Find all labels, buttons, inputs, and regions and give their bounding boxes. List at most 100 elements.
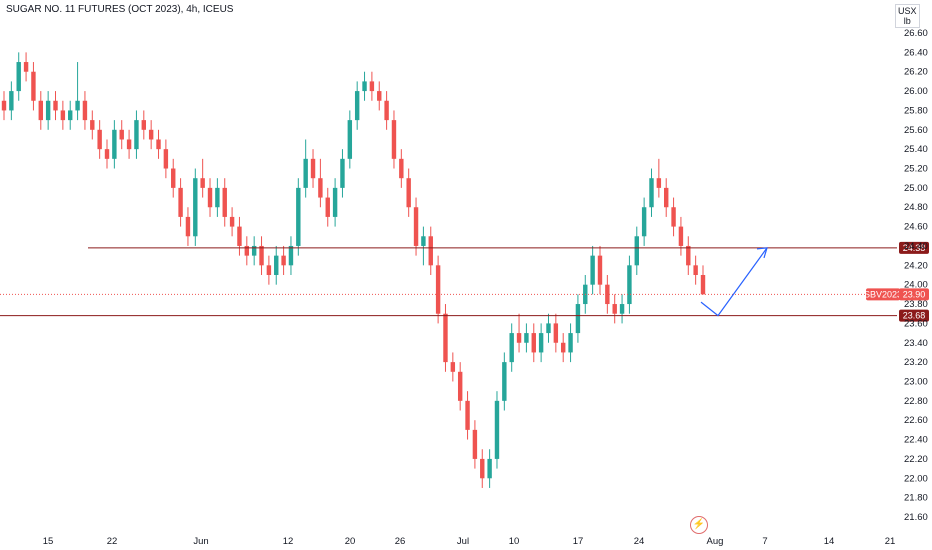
candle-body [560,342,566,353]
y-tick-label: 21.60 [904,512,928,523]
candle-body [686,245,691,266]
candle-body [627,265,632,305]
candle-body [82,100,88,121]
candle-body [259,245,264,266]
y-tick-label: 24.00 [904,280,928,291]
candle-body [428,236,433,266]
candle-body [332,187,338,217]
x-tick-label: 14 [824,536,835,547]
level-badge-label: 23.68 [903,311,926,321]
candle-body [509,333,514,363]
currency-line: USX [898,6,917,16]
candle-body [215,187,220,208]
candle-body [185,216,191,237]
candle-body [163,149,169,169]
level-badge [899,309,929,322]
y-tick-label: 21.80 [904,493,928,504]
x-tick-label: 21 [885,536,896,547]
tradingview-bolt-icon[interactable]: ⚡ [690,516,708,534]
candle-body [435,265,441,314]
chart-title: SUGAR NO. 11 FUTURES (OCT 2023), 4h, ICE… [6,4,234,15]
candle-body [274,255,279,275]
candle-body [237,226,242,246]
x-tick-label: 15 [43,536,54,547]
candle-body [641,207,647,237]
candle-body [480,458,485,479]
levels-layer: 24.38 23.68 SBV2023 23.90 [0,241,929,322]
candle-body [340,158,345,188]
candle-body [68,110,73,121]
candle-body [310,158,316,179]
candle-body [678,226,684,246]
projection-layer [700,247,768,317]
x-tick-label: 7 [762,536,767,547]
y-tick-label: 23.00 [904,376,928,387]
candle-body [171,168,176,188]
y-tick-label: 25.20 [904,164,928,175]
y-tick-label: 26.60 [904,28,928,39]
symbol-badge [866,288,900,301]
candle-body [693,265,698,275]
candle-body [450,362,456,372]
candle-body [399,158,404,179]
candle-body [531,333,536,353]
projection-path [700,247,768,317]
candle-body [553,323,559,343]
x-tick-label: 17 [573,536,584,547]
candle-body [671,207,676,227]
candle-body [354,91,360,121]
y-tick-label: 22.60 [904,415,928,426]
y-tick-label: 25.00 [904,183,928,194]
candle-body [538,333,544,353]
y-tick-label: 25.60 [904,125,928,136]
x-tick-label: 26 [395,536,406,547]
candle-body [222,187,227,217]
candle-body [619,304,625,314]
candle-body [362,81,367,92]
candle-body [229,216,235,227]
x-tick-label: 24 [634,536,645,547]
candle-body [465,400,470,430]
candle-body [406,178,411,208]
candle-body [60,110,66,121]
x-tick-label: Jun [193,536,208,547]
candle-body [575,304,581,334]
y-tick-label: 22.00 [904,473,928,484]
candle-body [590,255,595,285]
y-tick-label: 24.60 [904,222,928,233]
level-badge-label: 24.38 [903,243,926,253]
candle-body [45,100,51,121]
candle-body [605,284,610,305]
x-tick-label: 20 [345,536,356,547]
y-tick-label: 26.20 [904,67,928,78]
x-tick-label: Aug [707,536,724,547]
currency-unit-badge[interactable]: USX lb [895,4,920,28]
candle-body [112,129,117,159]
candle-body [391,120,397,159]
candle-body [16,62,21,92]
candle-body [178,187,183,217]
candle-body [281,255,286,266]
candle-body [244,245,250,256]
candle-body [487,458,492,479]
candle-body [104,149,110,159]
candle-body [193,178,198,237]
time-axis[interactable]: 15 22 Jun 12 20 26 Jul 10 17 24 Aug 7 14 21 [43,536,896,547]
candle-body [148,129,154,140]
y-tick-label: 24.80 [904,202,928,213]
candle-body [296,187,301,246]
candle-body [443,313,448,363]
level-badge [899,241,929,254]
candle-body [266,265,272,275]
unit-line: lb [903,16,911,26]
candles-layer [1,52,706,488]
price-axis[interactable]: 26.60 26.40 26.20 26.00 25.80 25.60 25.40 25.20… [904,28,928,523]
y-tick-label: 22.80 [904,396,928,407]
candle-body [413,207,419,246]
candle-body [318,178,323,198]
candle-body [141,120,147,130]
projection-arrowhead [756,247,768,259]
candle-body [384,100,389,121]
candle-body [649,178,654,208]
